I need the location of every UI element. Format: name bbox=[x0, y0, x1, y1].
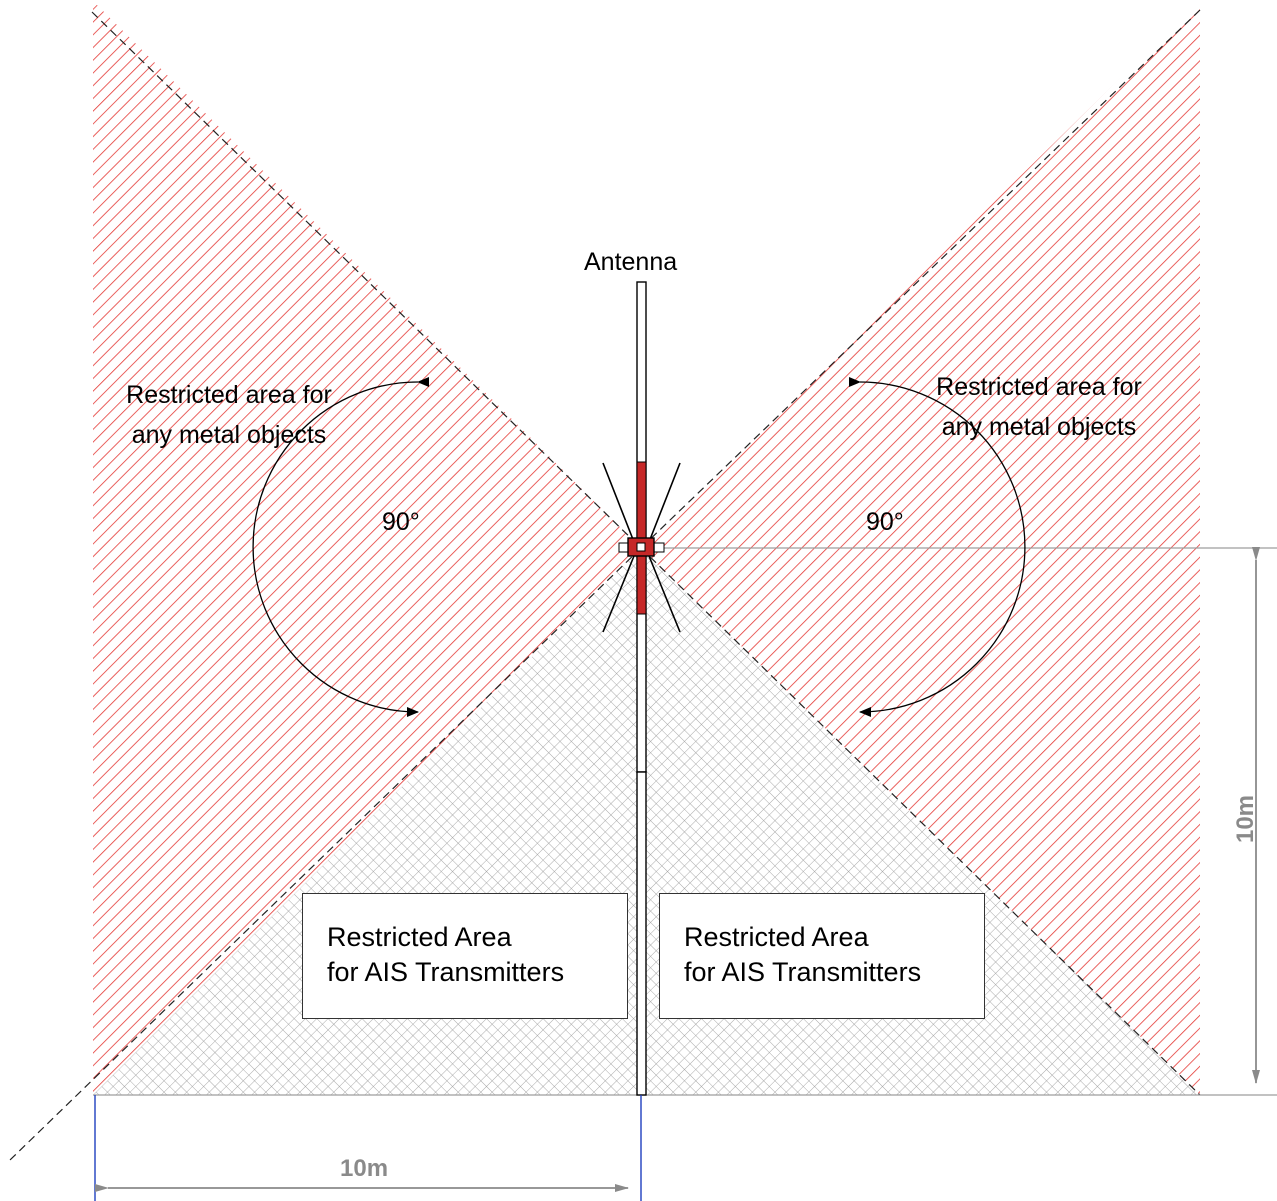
radial-upper-left bbox=[602, 462, 635, 543]
angle-arc-right bbox=[848, 376, 1026, 717]
ais-zone-right-box: Restricted Area for AIS Transmitters bbox=[659, 893, 985, 1019]
radial-upper-right bbox=[648, 462, 681, 543]
horizontal-dimension-label: 10m bbox=[340, 1155, 389, 1182]
antenna-label: Antenna bbox=[584, 248, 678, 276]
ais-zone-left-text: Restricted Area for AIS Transmitters bbox=[327, 920, 564, 990]
metal-zone-right-label: Restricted area for any metal objects bbox=[889, 367, 1189, 447]
mast-lower bbox=[636, 771, 647, 1096]
ais-zone-right-line1: Restricted Area bbox=[684, 922, 869, 952]
boundary-line-left-up bbox=[91, 11, 642, 549]
ais-zone-right-line2: for AIS Transmitters bbox=[684, 957, 922, 987]
ais-zone-right-text: Restricted Area for AIS Transmitters bbox=[684, 920, 921, 990]
ais-zone-left-box: Restricted Area for AIS Transmitters bbox=[302, 893, 628, 1019]
boundary-line-left-down bbox=[9, 547, 642, 1161]
angle-label-left: 90° bbox=[382, 508, 420, 536]
radial-lower-right bbox=[648, 555, 681, 633]
vertical-dimension-label: 10m bbox=[1232, 794, 1260, 844]
ais-zone-left-line2: for AIS Transmitters bbox=[327, 957, 565, 987]
mount-bracket-center bbox=[636, 542, 646, 552]
metal-zone-right-line2: any metal objects bbox=[941, 413, 1137, 441]
angle-label-right: 90° bbox=[866, 508, 904, 536]
ais-zone-left-line1: Restricted Area bbox=[327, 922, 512, 952]
metal-zone-left-line1: Restricted area for bbox=[126, 381, 332, 409]
metal-zone-left-line2: any metal objects bbox=[131, 421, 327, 449]
angle-arc-left bbox=[252, 376, 430, 717]
metal-zone-right-line1: Restricted area for bbox=[936, 373, 1142, 401]
metal-zone-left-label: Restricted area for any metal objects bbox=[79, 375, 379, 455]
radial-lower-left bbox=[602, 555, 635, 633]
boundary-line-right-down bbox=[640, 547, 1201, 1096]
metal-zone-left bbox=[92, 0, 641, 1095]
